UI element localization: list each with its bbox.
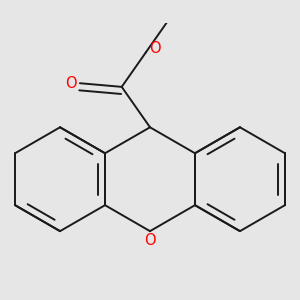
Text: O: O [65,76,77,91]
Text: O: O [149,41,161,56]
Text: O: O [144,233,156,248]
